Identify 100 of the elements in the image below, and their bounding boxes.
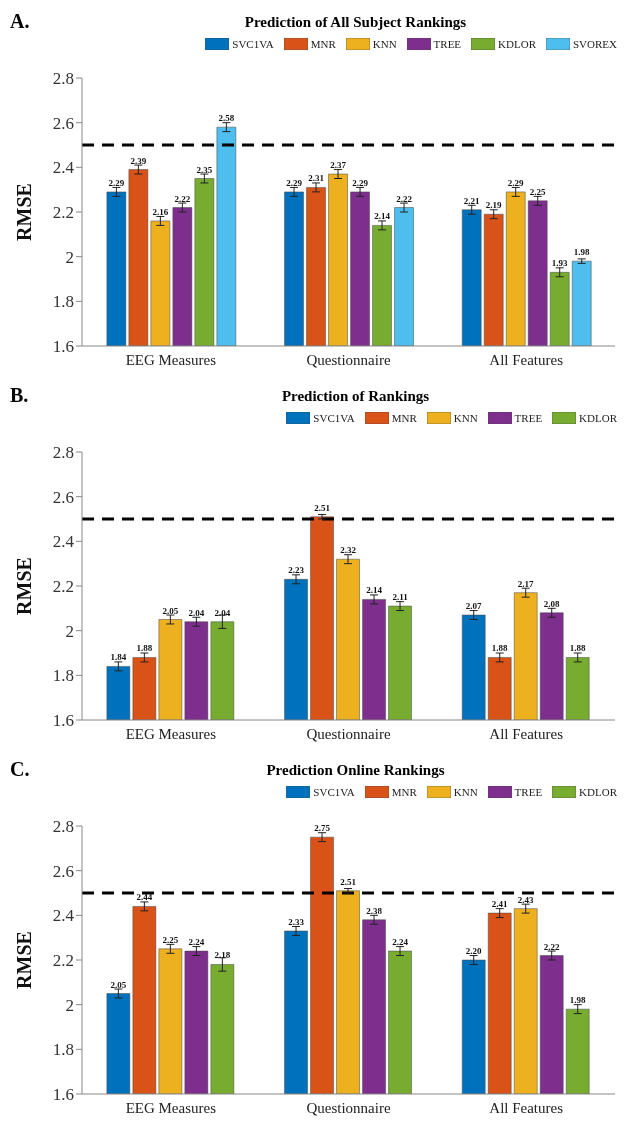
text: A. [10, 10, 30, 33]
text: C. [10, 758, 30, 781]
y-tick-label: 2.6 [52, 487, 74, 507]
data-label: 2.08 [543, 598, 561, 609]
y-tick-label: 2 [65, 621, 74, 641]
data-label: 2.29 [286, 177, 303, 188]
legend-label: SVC1VA [312, 786, 355, 798]
data-label: 2.37 [330, 160, 347, 171]
x-tick-label: All Features [489, 351, 564, 368]
y-tick-label: 2 [65, 247, 74, 267]
y-tick-label: 1.8 [52, 292, 74, 312]
legend-label: KNN [452, 412, 478, 424]
y-tick-label: 1.8 [52, 1040, 74, 1060]
x-tick-label: Questionnaire [306, 1099, 391, 1116]
data-label: 2.22 [174, 193, 191, 204]
data-label: 1.98 [573, 247, 591, 258]
data-label: 2.29 [507, 177, 525, 188]
legend-label: MNR [390, 786, 417, 798]
y-tick-label: 2.6 [52, 861, 74, 881]
y-tick-label: 2.8 [52, 817, 74, 837]
y-tick-label: 1.8 [52, 666, 74, 686]
legend-label: MNR [309, 38, 336, 50]
data-label: 2.07 [465, 601, 483, 612]
y-axis-title: RMSE [13, 183, 36, 241]
data-label: 2.44 [136, 892, 153, 903]
y-tick-label: 2.2 [52, 203, 74, 223]
data-label: 2.21 [463, 195, 481, 206]
data-label: 2.19 [485, 200, 503, 211]
data-label: 2.38 [366, 905, 383, 916]
data-label: 1.98 [569, 995, 587, 1006]
y-tick-label: 2.4 [52, 158, 75, 178]
data-label: 2.41 [491, 899, 509, 910]
data-label: 2.29 [352, 177, 369, 188]
data-label: 1.88 [569, 643, 587, 654]
legend-label: TREE [432, 38, 462, 50]
data-label: 2.24 [392, 937, 409, 948]
x-tick-label: EEG Measures [125, 1099, 217, 1116]
legend-label: SVOREX [572, 38, 617, 50]
data-label: 2.75 [314, 823, 331, 834]
chart-title: Prediction of All Subject Rankings [243, 14, 468, 31]
data-label: 2.25 [529, 186, 547, 197]
data-label: 2.39 [130, 155, 147, 166]
data-label: 2.51 [314, 502, 331, 513]
legend-label: KDLOR [578, 412, 617, 424]
data-label: 2.33 [288, 916, 305, 927]
data-label: 2.43 [517, 894, 535, 905]
data-label: 2.58 [218, 113, 235, 124]
data-label: 2.24 [188, 937, 205, 948]
y-tick-label: 2.8 [52, 69, 74, 89]
data-label: 2.14 [366, 585, 383, 596]
x-tick-label: All Features [489, 725, 564, 742]
data-label: 2.22 [396, 193, 413, 204]
data-label: 2.04 [214, 607, 231, 618]
y-tick-label: 1.6 [52, 1085, 74, 1105]
x-tick-label: EEG Measures [125, 725, 217, 742]
data-label: 2.29 [108, 177, 125, 188]
y-tick-label: 2.2 [52, 577, 74, 597]
data-label: 2.14 [374, 211, 391, 222]
x-tick-label: EEG Measures [125, 351, 217, 368]
data-label: 2.31 [308, 173, 325, 184]
legend-label: TREE [513, 412, 543, 424]
data-label: 1.84 [110, 652, 127, 663]
legend-label: KNN [371, 38, 397, 50]
legend-label: TREE [513, 786, 543, 798]
x-tick-label: All Features [489, 1099, 564, 1116]
data-label: 2.23 [288, 565, 305, 576]
legend-label: KDLOR [497, 38, 536, 50]
x-tick-label: Questionnaire [306, 725, 391, 742]
y-tick-label: 1.6 [52, 711, 74, 731]
legend-label: KDLOR [578, 786, 617, 798]
legend-label: MNR [390, 412, 417, 424]
data-label: 1.88 [136, 643, 153, 654]
y-tick-label: 1.6 [52, 337, 74, 357]
legend-label: SVC1VA [231, 38, 274, 50]
y-tick-label: 2.6 [52, 113, 74, 133]
text: B. [10, 384, 29, 407]
data-label: 2.51 [340, 876, 357, 887]
y-tick-label: 2.8 [52, 443, 74, 463]
data-label: 2.05 [110, 979, 127, 990]
y-tick-label: 2 [65, 995, 74, 1015]
data-label: 2.20 [465, 946, 483, 956]
y-tick-label: 2.4 [52, 906, 75, 926]
data-label: 2.16 [152, 206, 169, 217]
data-label: 2.04 [188, 607, 205, 618]
data-label: 2.22 [543, 941, 561, 952]
x-tick-label: Questionnaire [306, 351, 391, 368]
legend-label: SVC1VA [312, 412, 355, 424]
y-axis-title: RMSE [13, 931, 36, 989]
y-tick-label: 2.2 [52, 951, 74, 971]
data-label: 2.35 [196, 164, 213, 175]
chart-title: Prediction Online Rankings [265, 762, 446, 779]
data-label: 2.32 [340, 545, 357, 556]
data-label: 2.17 [517, 578, 535, 589]
chart-title: Prediction of Rankings [280, 388, 431, 405]
data-label: 2.11 [392, 592, 409, 603]
data-label: 2.05 [162, 605, 179, 616]
y-tick-label: 2.4 [52, 532, 75, 552]
data-label: 1.88 [491, 643, 509, 654]
data-label: 1.93 [551, 258, 569, 269]
data-label: 2.18 [214, 950, 231, 961]
